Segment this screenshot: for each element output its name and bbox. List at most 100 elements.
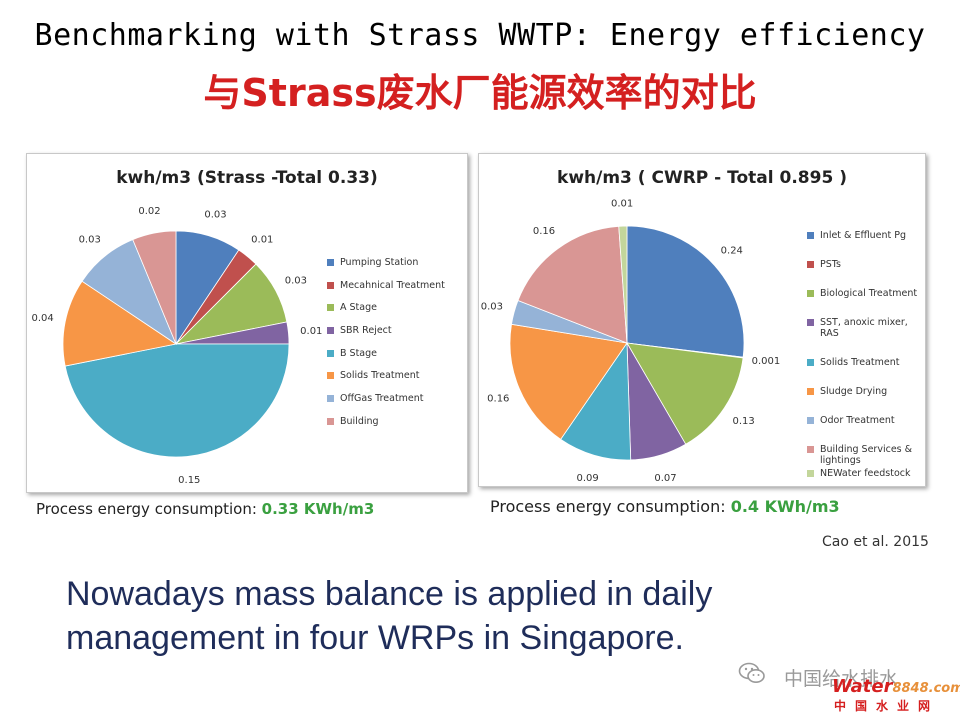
strass-legend-swatch-5: [327, 349, 334, 357]
cwrp-legend-label-6: Sludge Drying: [820, 386, 888, 397]
strass-slice-5: [64, 343, 290, 458]
wechat-icon: [738, 662, 765, 683]
strass-legend-item-5: B Stage: [327, 348, 467, 359]
strass-legend-swatch-3: [327, 304, 334, 312]
cwrp-legend-label-8: Building Services & lightings: [820, 444, 913, 466]
watermark-logo-number: 8848: [892, 681, 929, 696]
cwrp-energy-value: 0.4 KWh/m3: [730, 497, 840, 516]
cwrp-legend-label-4: SST, anoxic mixer, RAS: [820, 317, 908, 339]
cwrp-legend-swatch-3: [807, 290, 814, 297]
watermark-site: 中国水业网: [834, 699, 940, 713]
statement-line-1: Nowadays mass balance is applied in dail…: [66, 575, 713, 613]
watermark-logo: Water8848.com: [832, 676, 960, 697]
cwrp-legend-swatch-6: [807, 388, 814, 395]
strass-energy-label: Process energy consumption:: [36, 500, 262, 518]
strass-data-label-8: 0.02: [138, 206, 160, 217]
strass-legend-item-1: Pumping Station: [327, 257, 467, 268]
strass-legend-label-1: Pumping Station: [340, 257, 419, 268]
strass-chart-legend: Pumping Station Mecahnical Treatment A Sta…: [327, 257, 467, 439]
strass-data-label-5: 0.15: [178, 475, 200, 486]
strass-legend-label-6: Solids Treatment: [340, 370, 420, 382]
cwrp-data-label-1: 0.24: [721, 246, 743, 257]
cwrp-legend-label-7: Odor Treatment: [820, 415, 895, 426]
strass-legend-swatch-8: [327, 417, 334, 425]
cwrp-slice-5: [560, 341, 632, 461]
cwrp-legend-item-8: Building Services & lightings: [807, 444, 925, 466]
cwrp-legend-label-3: Biological Treatment: [820, 288, 918, 299]
slide-title-chinese: 与Strass废水厂能源效率的对比: [203, 71, 757, 115]
strass-data-label-7: 0.03: [79, 234, 101, 245]
statement-line-2: management in four WRPs in Singapore.: [66, 619, 684, 657]
cwrp-legend-item-1: Inlet & Effluent Pg: [807, 230, 925, 241]
cwrp-legend-swatch-9: [807, 470, 814, 477]
cwrp-chart-legend: Inlet & Effluent Pg PSTs Biological Treatm…: [807, 230, 925, 497]
cwrp-legend-item-4: SST, anoxic mixer, RAS: [807, 317, 925, 339]
strass-legend-item-4: SBR Reject: [327, 325, 467, 336]
cwrp-legend-swatch-1: [807, 232, 814, 239]
strass-energy-note: Process energy consumption: 0.33 KWh/m3: [36, 500, 374, 518]
strass-legend-label-2: Mecahnical Treatment: [340, 279, 445, 291]
citation: Cao et al. 2015: [822, 534, 929, 550]
watermark-logo-text: Water: [832, 676, 893, 697]
strass-legend-label-8: Building: [340, 415, 379, 427]
cwrp-legend-item-2: PSTs: [807, 259, 925, 270]
cwrp-data-label-8: 0.16: [533, 226, 555, 237]
cwrp-energy-label: Process energy consumption:: [490, 497, 731, 516]
cwrp-energy-note: Process energy consumption: 0.4 KWh/m3: [490, 497, 840, 516]
strass-legend-swatch-6: [327, 372, 334, 380]
cwrp-legend-label-2: PSTs: [820, 259, 841, 270]
cwrp-data-label-7: 0.03: [481, 302, 503, 313]
cwrp-legend-swatch-2: [807, 261, 814, 268]
cwrp-slice-9: [618, 225, 628, 344]
strass-legend-item-8: Building: [327, 416, 467, 427]
cwrp-slice-6: [509, 323, 628, 440]
strass-legend-label-4: SBR Reject: [340, 325, 392, 337]
cwrp-legend-swatch-5: [807, 359, 814, 366]
strass-legend-item-3: A Stage: [327, 302, 467, 313]
strass-data-label-1: 0.03: [204, 209, 226, 220]
slide-statement: Nowadays mass balance is applied in dail…: [66, 572, 866, 660]
cwrp-slice-3: [626, 342, 744, 445]
strass-legend-label-3: A Stage: [340, 302, 377, 314]
strass-legend-label-7: OffGas Treatment: [340, 393, 424, 405]
cwrp-chart-title: kwh/m3 ( CWRP - Total 0.895 ): [557, 168, 847, 188]
strass-legend-swatch-7: [327, 395, 334, 403]
strass-legend-swatch-4: [327, 327, 334, 335]
cwrp-legend-item-6: Sludge Drying: [807, 386, 925, 397]
cwrp-data-label-4: 0.07: [654, 473, 676, 484]
strass-legend-swatch-1: [327, 259, 334, 266]
strass-slice-8: [132, 230, 177, 345]
cwrp-data-label-2: 0.001: [752, 356, 781, 367]
watermark-logo-domain: .com: [928, 681, 960, 696]
strass-legend-item-7: OffGas Treatment: [327, 393, 467, 404]
strass-data-label-6: 0.04: [31, 313, 53, 324]
strass-legend-item-2: Mecahnical Treatment: [327, 280, 467, 291]
cwrp-data-label-9: 0.01: [611, 199, 633, 210]
cwrp-data-label-3: 0.13: [732, 416, 754, 427]
cwrp-legend-item-3: Biological Treatment: [807, 288, 925, 299]
cwrp-pie-chart: 0.24 0.001 0.13 0.07 0.09 0.16 0.03 0.16 0.01: [481, 199, 781, 485]
strass-data-label-3: 0.03: [285, 275, 307, 286]
cwrp-legend-item-9: NEWater feedstock: [807, 468, 925, 479]
cwrp-slice-8: [517, 225, 628, 344]
strass-legend-swatch-2: [327, 281, 334, 289]
strass-legend-label-5: B Stage: [340, 347, 377, 359]
cwrp-pie-chart-panel: kwh/m3 ( CWRP - Total 0.895 ) 0.24 0.001 0…: [478, 153, 926, 487]
strass-legend-item-6: Solids Treatment: [327, 370, 467, 381]
cwrp-legend-item-7: Odor Treatment: [807, 415, 925, 426]
slide-title-english: Benchmarking with Strass WWTP: Energy ef…: [34, 18, 926, 53]
cwrp-data-label-5: 0.09: [576, 473, 598, 484]
cwrp-legend-label-9: NEWater feedstock: [820, 468, 911, 479]
cwrp-slice-1: [626, 225, 745, 358]
strass-data-label-4: 0.01: [300, 326, 322, 337]
cwrp-data-label-6: 0.16: [487, 394, 509, 405]
cwrp-legend-swatch-4: [807, 319, 814, 326]
cwrp-legend-label-1: Inlet & Effluent Pg: [820, 230, 907, 241]
strass-energy-value: 0.33 KWh/m3: [261, 500, 375, 518]
cwrp-legend-swatch-8: [807, 446, 814, 453]
strass-pie-chart: 0.03 0.01 0.03 0.01 0.15 0.04 0.03 0.02: [31, 206, 322, 486]
strass-chart-title: kwh/m3 (Strass -Total 0.33): [116, 168, 378, 188]
cwrp-legend-swatch-7: [807, 417, 814, 424]
strass-data-label-2: 0.01: [251, 234, 273, 245]
cwrp-legend-item-5: Solids Treatment: [807, 357, 925, 368]
